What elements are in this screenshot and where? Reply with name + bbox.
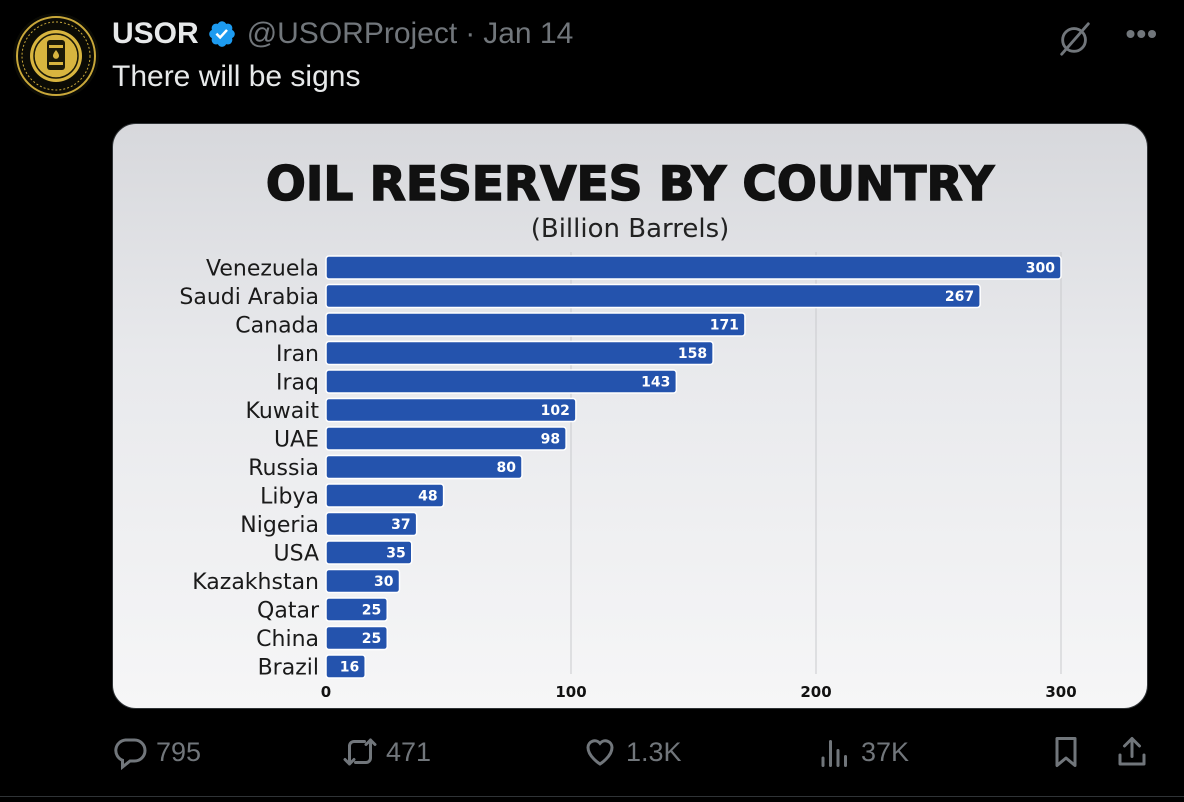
bar bbox=[325, 511, 418, 537]
bookmark-button[interactable] bbox=[1048, 730, 1084, 774]
x-tick-label: 300 bbox=[1045, 683, 1076, 701]
category-label: USA bbox=[273, 542, 319, 567]
heart-icon bbox=[586, 739, 614, 766]
views-count: 37K bbox=[861, 736, 910, 767]
bar-value-label: 48 bbox=[418, 489, 437, 505]
tweet-date[interactable]: Jan 14 bbox=[483, 17, 574, 50]
category-label: China bbox=[256, 627, 319, 652]
category-label: Iran bbox=[276, 342, 319, 367]
views-button[interactable]: 37K bbox=[817, 730, 909, 774]
reply-icon bbox=[114, 738, 147, 770]
bar-value-label: 171 bbox=[710, 318, 739, 334]
bar bbox=[325, 454, 523, 480]
repost-button[interactable]: 471 bbox=[342, 730, 431, 774]
category-label: Nigeria bbox=[240, 513, 319, 538]
repost-icon bbox=[343, 738, 377, 766]
bar bbox=[325, 255, 1062, 280]
chart-subtitle: (Billion Barrels) bbox=[531, 214, 730, 244]
bar-value-label: 37 bbox=[391, 517, 410, 533]
usor-seal-icon bbox=[13, 13, 99, 99]
category-label: Brazil bbox=[258, 656, 319, 681]
bar bbox=[325, 340, 714, 366]
x-tick-label: 100 bbox=[555, 683, 586, 701]
divider bbox=[0, 796, 1184, 797]
bar-value-label: 30 bbox=[374, 574, 394, 590]
tweet-actions: 795 471 1.3K 37K bbox=[112, 730, 1152, 774]
category-label: Canada bbox=[235, 314, 319, 339]
tweet-top-icons: ••• bbox=[1056, 20, 1158, 58]
bar-value-label: 25 bbox=[362, 603, 381, 619]
verified-badge-icon bbox=[208, 21, 235, 47]
bar-value-label: 267 bbox=[945, 289, 974, 305]
bar-value-label: 25 bbox=[362, 631, 381, 647]
bar-value-label: 35 bbox=[386, 546, 405, 562]
bar bbox=[325, 568, 401, 594]
bar-value-label: 102 bbox=[541, 403, 570, 419]
share-icon bbox=[1118, 737, 1146, 766]
like-button[interactable]: 1.3K bbox=[582, 730, 682, 774]
share-button[interactable] bbox=[1114, 730, 1150, 774]
reply-button[interactable]: 795 bbox=[112, 730, 201, 774]
bar-value-label: 300 bbox=[1026, 261, 1055, 277]
bar bbox=[325, 397, 577, 423]
bar bbox=[325, 369, 678, 394]
category-label: Kazakhstan bbox=[192, 570, 319, 595]
category-label: Russia bbox=[248, 456, 319, 481]
author-name[interactable]: USOR bbox=[112, 17, 199, 50]
grok-icon[interactable] bbox=[1056, 20, 1094, 58]
category-label: Qatar bbox=[257, 599, 320, 624]
bar bbox=[325, 426, 567, 451]
bar-value-label: 98 bbox=[541, 432, 560, 448]
separator-dot: · bbox=[465, 17, 476, 50]
bar-value-label: 16 bbox=[340, 660, 359, 676]
like-count: 1.3K bbox=[626, 736, 682, 767]
bar-value-label: 158 bbox=[678, 346, 707, 362]
tweet-header: USOR @USORProject · Jan 14 bbox=[112, 14, 573, 54]
oil-reserves-chart: OIL RESERVES BY COUNTRY (Billion Barrels… bbox=[179, 156, 1076, 701]
category-label: Saudi Arabia bbox=[179, 285, 319, 310]
avatar[interactable] bbox=[13, 13, 99, 99]
category-label: Iraq bbox=[276, 371, 319, 396]
author-handle[interactable]: @USORProject bbox=[246, 17, 458, 50]
tweet-media-chart[interactable]: OIL RESERVES BY COUNTRY (Billion Barrels… bbox=[112, 123, 1148, 709]
category-label: UAE bbox=[274, 428, 319, 453]
category-label: Venezuela bbox=[206, 257, 319, 282]
x-tick-label: 0 bbox=[321, 683, 331, 701]
bar bbox=[325, 625, 388, 651]
bar bbox=[325, 654, 366, 679]
tweet-text: There will be signs bbox=[112, 60, 361, 93]
category-label: Kuwait bbox=[246, 399, 320, 424]
bar-value-label: 80 bbox=[497, 460, 517, 476]
more-icon[interactable]: ••• bbox=[1125, 18, 1158, 49]
chart-title: OIL RESERVES BY COUNTRY bbox=[266, 157, 995, 212]
repost-count: 471 bbox=[386, 736, 432, 767]
bar-value-label: 143 bbox=[641, 375, 670, 391]
bar bbox=[325, 483, 445, 508]
bar bbox=[325, 283, 981, 309]
views-icon bbox=[821, 740, 847, 767]
reply-count: 795 bbox=[156, 736, 202, 767]
category-label: Libya bbox=[260, 485, 319, 510]
x-tick-label: 200 bbox=[800, 683, 831, 701]
bar bbox=[325, 312, 746, 337]
bookmark-icon bbox=[1055, 737, 1077, 767]
bar bbox=[325, 540, 413, 565]
bar bbox=[325, 597, 388, 622]
